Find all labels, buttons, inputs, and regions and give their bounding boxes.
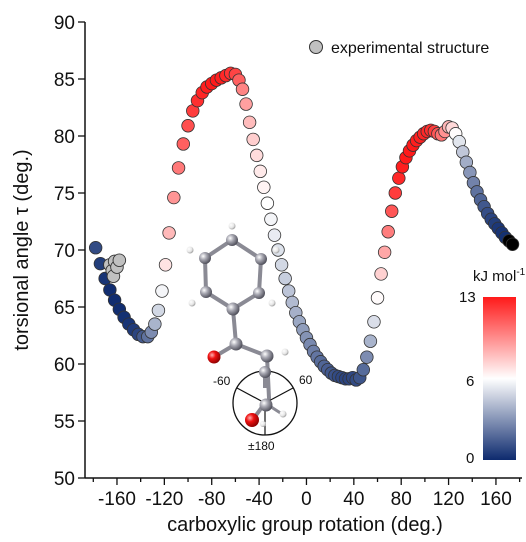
x-tick-label: 160 [480, 489, 512, 510]
data-point [381, 225, 395, 239]
data-point [377, 245, 392, 259]
x-tick-label: -40 [245, 489, 272, 510]
data-point [155, 284, 169, 298]
y-tick-label: 75 [54, 184, 75, 205]
data-point [158, 258, 173, 272]
data-point [242, 115, 257, 130]
data-point [356, 363, 371, 377]
data-point [388, 186, 402, 200]
data-point [505, 237, 520, 252]
newman-label-minus60: -60 [213, 374, 231, 388]
y-tick-label: 65 [54, 298, 75, 319]
experimental-point [112, 253, 127, 268]
data-point [250, 148, 264, 163]
x-tick-label: 80 [391, 489, 412, 510]
data-point [253, 164, 267, 179]
data-point [367, 315, 381, 329]
data-point [267, 228, 282, 242]
data-point [363, 334, 378, 348]
data-point [246, 132, 260, 147]
data-point [171, 161, 186, 175]
data-points [88, 66, 520, 387]
data-point [385, 204, 399, 218]
colorbar: kJ mol-1 13 6 0 [459, 267, 526, 467]
y-tick-label: 90 [54, 13, 75, 34]
y-tick-label: 70 [54, 241, 75, 262]
data-point [274, 258, 289, 272]
data-point [88, 241, 103, 255]
y-tick-label: 55 [54, 412, 75, 433]
legend-label: experimental structure [331, 40, 489, 57]
y-tick-label: 85 [54, 70, 75, 91]
molecule-inset: -60 60 ±180 [186, 222, 313, 453]
colorbar-label-max: 13 [459, 289, 476, 306]
colorbar-label-mid: 6 [466, 373, 474, 390]
newman-label-180: ±180 [248, 439, 275, 453]
y-axis-label: torsional angle τ (deg.) [11, 149, 33, 350]
data-point [162, 226, 176, 240]
x-tick-label: 40 [343, 489, 364, 510]
x-tick-label: -120 [145, 489, 183, 510]
data-point [239, 97, 253, 111]
molecule-atoms [186, 222, 289, 364]
y-tick-label: 50 [54, 469, 75, 490]
data-point [151, 303, 166, 318]
legend-marker [309, 40, 323, 54]
data-point [176, 137, 190, 151]
x-tick-label: 120 [433, 489, 465, 510]
colorbar-title: kJ mol-1 [473, 267, 526, 285]
data-point [148, 317, 162, 331]
x-tick-label: 0 [301, 489, 312, 510]
x-tick-label: -160 [98, 489, 136, 510]
data-point [235, 82, 250, 96]
x-ticks: -160 -120 -80 -40 0 40 80 120 160 [92, 478, 521, 510]
colorbar-label-min: 0 [466, 450, 474, 467]
data-point [370, 291, 385, 305]
y-ticks: 50 55 60 65 70 75 80 85 90 [54, 13, 85, 490]
newman-label-60: 60 [299, 373, 313, 387]
data-point [257, 180, 271, 195]
legend: experimental structure [309, 40, 489, 57]
data-point [360, 350, 374, 364]
y-tick-label: 80 [54, 127, 75, 148]
plot-frame [84, 22, 522, 479]
data-point [374, 267, 388, 281]
colorbar-gradient [483, 297, 516, 460]
data-point [260, 196, 275, 210]
data-point [181, 119, 195, 133]
data-point [281, 284, 296, 298]
data-point [264, 212, 278, 226]
x-tick-label: -80 [198, 489, 225, 510]
newman-projection: -60 60 ±180 [213, 366, 313, 453]
experimental-points [103, 253, 127, 283]
y-tick-label: 60 [54, 355, 75, 376]
data-point [278, 271, 292, 286]
x-axis-label: carboxylic group rotation (deg.) [167, 514, 443, 536]
data-point [167, 190, 181, 205]
data-point [392, 171, 406, 185]
